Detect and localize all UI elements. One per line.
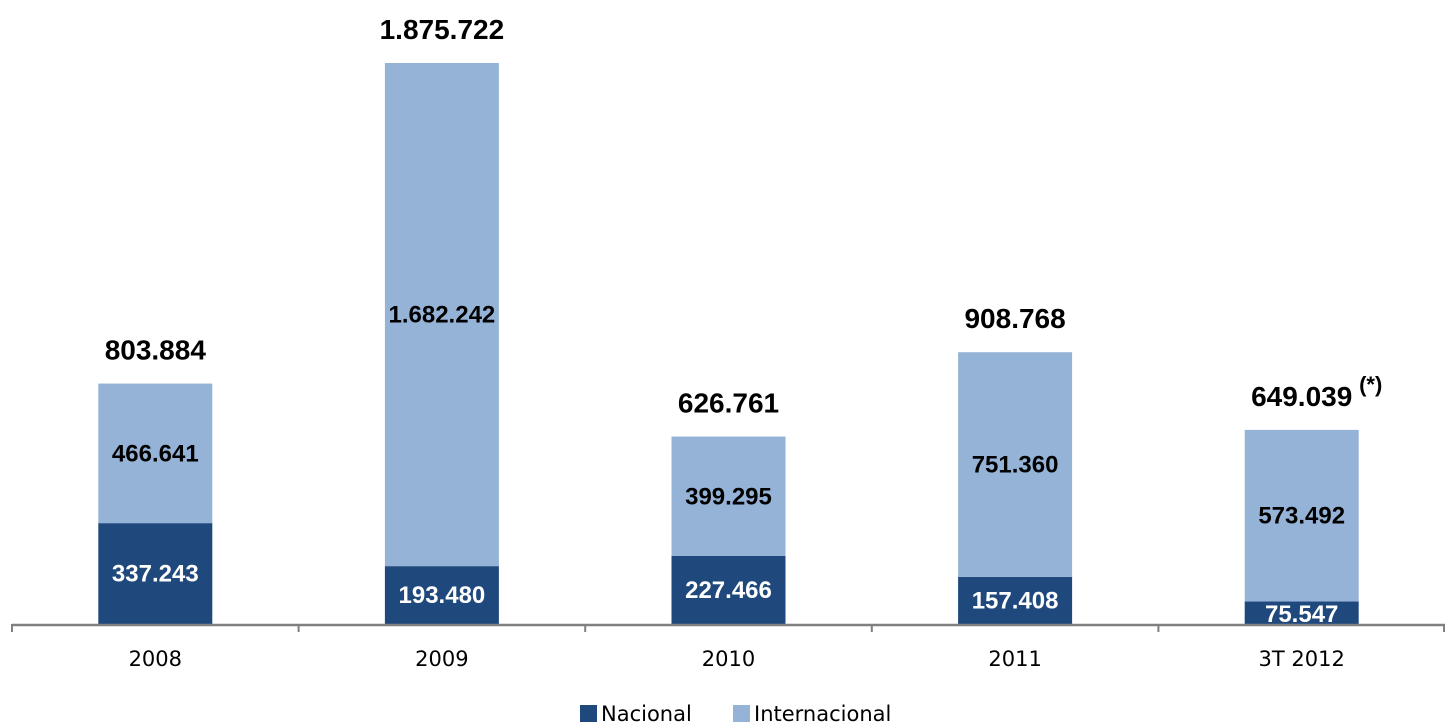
legend-swatch-nacional bbox=[580, 705, 597, 722]
annotation-note: (*) bbox=[1359, 372, 1382, 397]
bar-internacional-0 bbox=[98, 383, 213, 524]
total-label-1: 1.875.722 bbox=[380, 14, 505, 45]
bar-nacional-1 bbox=[384, 566, 499, 624]
bar-nacional-0 bbox=[98, 523, 213, 624]
legend-label-internacional: Internacional bbox=[754, 702, 891, 724]
segment-label-internacional-4: 573.492 bbox=[1258, 503, 1345, 530]
bar-internacional-3 bbox=[958, 352, 1073, 577]
segment-label-nacional-4: 75.547 bbox=[1265, 601, 1338, 628]
bar-nacional-3 bbox=[958, 576, 1073, 624]
x-tick-label-4: 3T 2012 bbox=[1259, 647, 1345, 671]
x-axis: 2008 2009 2010 2011 3T 2012 bbox=[11, 623, 1445, 671]
x-tick-label-1: 2009 bbox=[415, 647, 468, 671]
total-label-3: 908.768 bbox=[964, 303, 1065, 334]
x-tick-label-2: 2010 bbox=[702, 647, 755, 671]
segment-label-nacional-3: 157.408 bbox=[972, 587, 1059, 614]
bar-internacional-1 bbox=[384, 63, 499, 567]
segment-label-nacional-0: 337.243 bbox=[112, 561, 199, 588]
legend-swatch-internacional bbox=[733, 705, 750, 722]
labels-layer: 337.243 466.641 803.884 193.480 1.682.242 1.8… bbox=[105, 14, 1383, 628]
segment-label-internacional-3: 751.360 bbox=[972, 452, 1059, 479]
bars-layer bbox=[98, 63, 1359, 624]
segment-label-internacional-2: 399.295 bbox=[685, 483, 772, 510]
legend-label-nacional: Nacional bbox=[601, 702, 692, 724]
bar-internacional-4 bbox=[1244, 429, 1359, 602]
segment-label-nacional-2: 227.466 bbox=[685, 577, 772, 604]
x-tick-label-3: 2011 bbox=[988, 647, 1041, 671]
segment-label-internacional-0: 466.641 bbox=[112, 440, 199, 467]
bar-nacional-4 bbox=[1244, 601, 1359, 624]
legend: Nacional Internacional bbox=[580, 702, 891, 724]
total-label-2: 626.761 bbox=[678, 388, 779, 419]
x-tick-label-0: 2008 bbox=[129, 647, 182, 671]
segment-label-nacional-1: 193.480 bbox=[399, 582, 486, 609]
segment-label-internacional-1: 1.682.242 bbox=[389, 302, 496, 329]
bar-nacional-2 bbox=[671, 555, 786, 624]
bar-internacional-2 bbox=[671, 436, 786, 556]
total-label-4: 649.039 bbox=[1251, 381, 1352, 412]
total-label-0: 803.884 bbox=[105, 335, 207, 366]
